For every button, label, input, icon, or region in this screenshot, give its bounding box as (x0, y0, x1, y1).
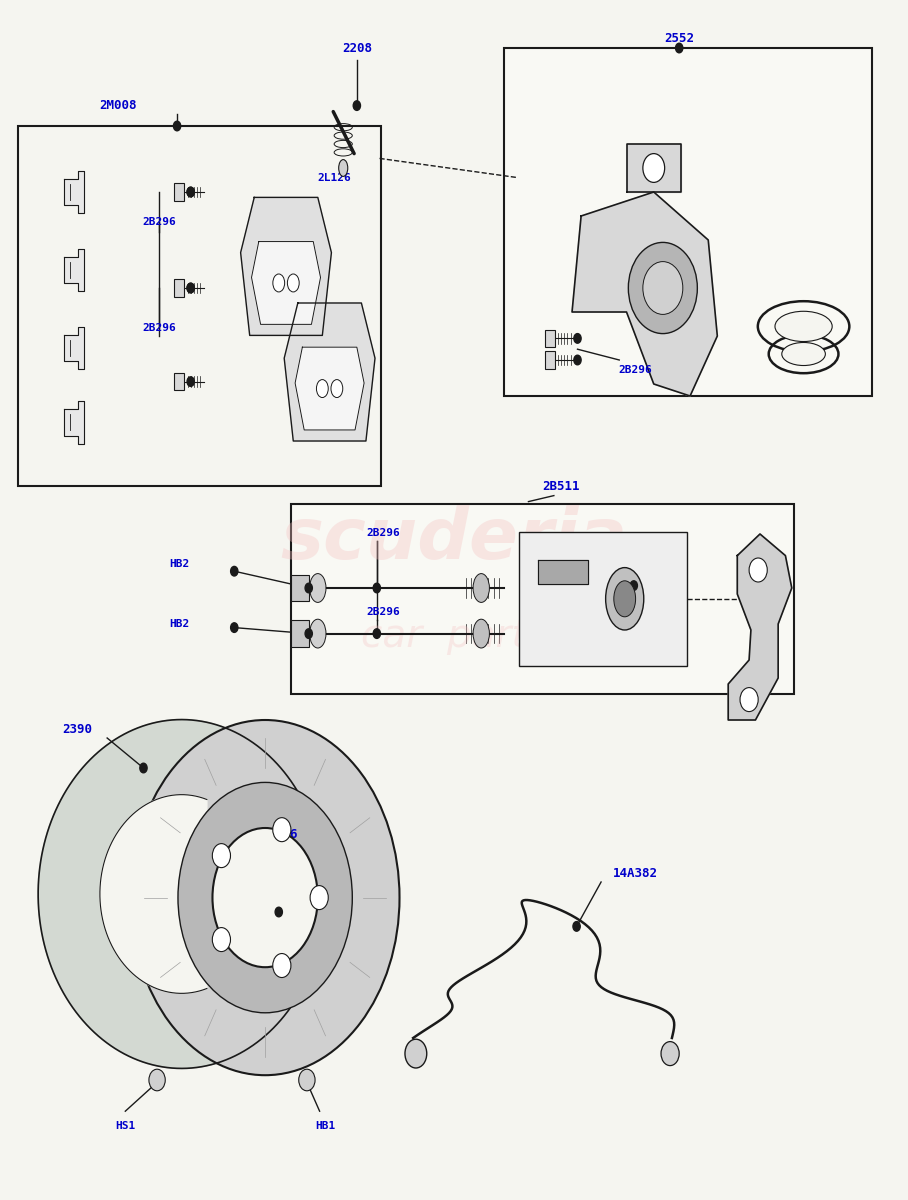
Circle shape (212, 928, 231, 952)
Circle shape (275, 907, 282, 917)
Circle shape (628, 242, 697, 334)
Ellipse shape (316, 379, 329, 397)
Polygon shape (64, 401, 84, 444)
Polygon shape (295, 347, 364, 430)
Bar (18, 126, 381, 486)
Ellipse shape (614, 581, 636, 617)
Circle shape (140, 763, 147, 773)
Circle shape (676, 43, 683, 53)
Circle shape (373, 583, 380, 593)
Ellipse shape (775, 311, 832, 342)
Ellipse shape (310, 619, 326, 648)
Polygon shape (572, 192, 717, 396)
Polygon shape (627, 144, 681, 192)
Bar (174, 373, 184, 390)
Text: 2B296: 2B296 (142, 323, 176, 332)
Text: 2390: 2390 (62, 724, 93, 736)
Text: 2552: 2552 (664, 32, 695, 44)
Polygon shape (252, 241, 321, 324)
Circle shape (373, 629, 380, 638)
Polygon shape (38, 720, 302, 1068)
Text: 2B511: 2B511 (542, 480, 580, 492)
Circle shape (212, 844, 231, 868)
Polygon shape (100, 794, 207, 994)
Text: 2M008: 2M008 (99, 100, 137, 112)
Bar (504, 48, 872, 396)
Text: 2B296: 2B296 (142, 217, 176, 227)
Text: 9069: 9069 (649, 557, 676, 566)
Bar (291, 504, 794, 694)
Bar (291, 620, 309, 647)
Circle shape (149, 1069, 165, 1091)
Circle shape (305, 583, 312, 593)
Bar (174, 184, 184, 200)
Text: 2208: 2208 (341, 42, 372, 54)
Ellipse shape (310, 574, 326, 602)
Circle shape (231, 623, 238, 632)
Circle shape (231, 566, 238, 576)
Ellipse shape (339, 160, 348, 176)
Ellipse shape (288, 274, 300, 292)
Bar (545, 352, 555, 368)
Ellipse shape (606, 568, 644, 630)
Ellipse shape (473, 619, 489, 648)
Text: 2B296: 2B296 (366, 607, 400, 617)
Text: HB1: HB1 (315, 1121, 335, 1130)
Text: HB2: HB2 (170, 559, 190, 569)
Circle shape (173, 121, 181, 131)
Polygon shape (538, 560, 588, 584)
Ellipse shape (331, 379, 343, 397)
Text: scuderia: scuderia (281, 505, 627, 575)
Circle shape (740, 688, 758, 712)
Circle shape (305, 629, 312, 638)
Polygon shape (284, 304, 375, 442)
Circle shape (187, 187, 194, 197)
Circle shape (212, 828, 318, 967)
Circle shape (187, 187, 194, 197)
Circle shape (178, 782, 352, 1013)
Bar (291, 575, 309, 601)
Polygon shape (728, 534, 792, 720)
Text: 2L126: 2L126 (317, 173, 351, 182)
Circle shape (353, 101, 360, 110)
Text: HB2: HB2 (170, 619, 190, 629)
Ellipse shape (473, 574, 489, 602)
Text: HS1: HS1 (115, 1121, 135, 1130)
Polygon shape (64, 326, 84, 370)
Circle shape (187, 283, 194, 293)
Circle shape (574, 355, 581, 365)
Text: 2B296: 2B296 (366, 528, 400, 538)
Circle shape (272, 954, 291, 978)
Circle shape (405, 1039, 427, 1068)
Circle shape (643, 154, 665, 182)
Bar (545, 330, 555, 347)
Circle shape (187, 283, 194, 293)
Circle shape (573, 922, 580, 931)
Circle shape (574, 334, 581, 343)
Circle shape (131, 720, 400, 1075)
Polygon shape (241, 197, 331, 335)
Text: 2C026: 2C026 (260, 828, 298, 840)
Text: car  parts: car parts (361, 617, 547, 655)
Ellipse shape (272, 274, 285, 292)
Circle shape (311, 886, 329, 910)
Circle shape (661, 1042, 679, 1066)
Circle shape (643, 262, 683, 314)
Circle shape (272, 817, 291, 841)
Circle shape (187, 377, 194, 386)
Text: 2B296: 2B296 (618, 365, 653, 374)
Bar (519, 532, 687, 666)
Text: 14A382: 14A382 (613, 868, 658, 880)
Circle shape (299, 1069, 315, 1091)
Bar (174, 280, 184, 296)
Polygon shape (64, 170, 84, 214)
Circle shape (749, 558, 767, 582)
Polygon shape (64, 248, 84, 292)
Circle shape (630, 581, 637, 590)
Ellipse shape (782, 342, 825, 366)
